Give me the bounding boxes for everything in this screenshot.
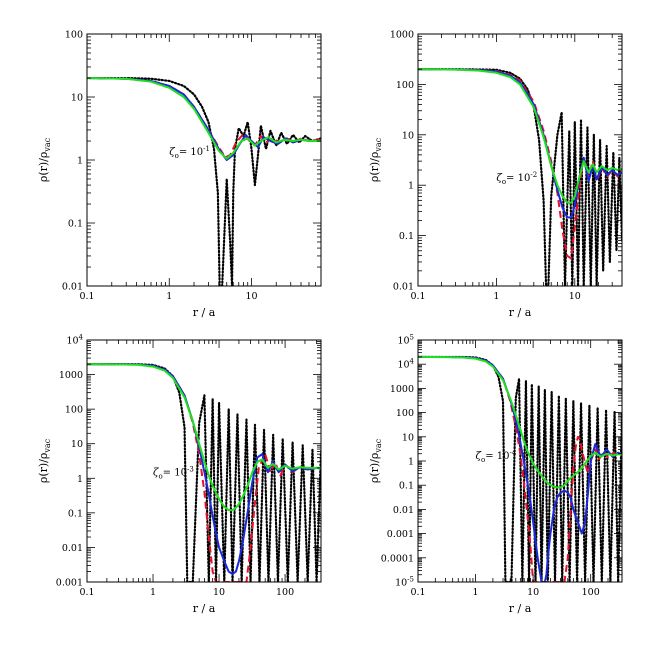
y-tick-label: 1 bbox=[408, 457, 414, 468]
x-tick-label: 0.1 bbox=[79, 291, 94, 302]
series-line-green-solid bbox=[87, 77, 321, 160]
x-tick-label: 10 bbox=[245, 291, 257, 302]
series-line-dotted-black bbox=[87, 363, 321, 582]
y-tick-label: 1 bbox=[77, 474, 83, 485]
y-tick-label: 0.1 bbox=[68, 219, 83, 230]
x-tick-label: 100 bbox=[582, 587, 600, 598]
y-tick-label-pow: 104 bbox=[397, 358, 414, 371]
x-tick-label: 1 bbox=[493, 291, 499, 302]
tick-marks bbox=[86, 339, 321, 583]
x-axis-title: r / a bbox=[193, 602, 216, 615]
series-group bbox=[87, 76, 321, 286]
x-tick-label: 1 bbox=[150, 587, 156, 598]
y-tick-label: 0.1 bbox=[399, 481, 414, 492]
y-tick-label: 10 bbox=[402, 130, 414, 141]
series-line-green-solid bbox=[418, 355, 622, 489]
zeta-annotation: ζo= 10-3 bbox=[153, 466, 194, 481]
series-group bbox=[87, 363, 321, 582]
y-tick-label: 0.001 bbox=[56, 578, 83, 589]
y-tick-label: 0.01 bbox=[62, 282, 83, 293]
y-tick-label: 1000 bbox=[390, 30, 414, 41]
panel-bottom-right: 0.1 1 10 100 0.0001 0.001 0.01 0.1 1 10 100 1000 10-… bbox=[368, 334, 623, 615]
y-axis-title: ρ(r)/ρvac bbox=[368, 137, 383, 182]
y-tick-label: 0.1 bbox=[399, 231, 414, 242]
tick-marks bbox=[417, 33, 623, 287]
tick-marks bbox=[86, 33, 322, 287]
y-tick-label: 1000 bbox=[390, 384, 414, 395]
y-tick-label: 1000 bbox=[59, 370, 83, 381]
tick-marks bbox=[417, 339, 622, 583]
y-axis-title: ρ(r)/ρvac bbox=[368, 438, 383, 483]
y-tick-label: 100 bbox=[396, 80, 414, 91]
x-tick-label: 0.1 bbox=[410, 587, 425, 598]
x-tick-label: 100 bbox=[276, 587, 294, 598]
x-axis-title: r / a bbox=[509, 306, 532, 319]
series-line-blue-solid bbox=[418, 68, 622, 219]
y-axis-title: ρ(r)/ρvac bbox=[37, 137, 52, 182]
x-axis-title: r / a bbox=[509, 602, 532, 615]
series-line-dotted-black bbox=[418, 68, 622, 286]
x-tick-label: 10 bbox=[527, 587, 539, 598]
y-tick-label: 10 bbox=[402, 432, 414, 443]
y-tick-label-pow: 105 bbox=[397, 334, 414, 347]
zeta-annotation: ζo= 10-4 bbox=[476, 449, 517, 464]
x-tick-label: 1 bbox=[166, 291, 172, 302]
y-tick-label: 1 bbox=[408, 181, 414, 192]
series-group bbox=[418, 355, 622, 582]
y-tick-label: 10 bbox=[71, 439, 83, 450]
y-tick-label: 0.1 bbox=[68, 508, 83, 519]
zeta-annotation: ζo= 10-2 bbox=[496, 171, 537, 186]
x-tick-label: 10 bbox=[569, 291, 581, 302]
y-tick-label: 100 bbox=[65, 30, 83, 41]
y-tick-label: 0.01 bbox=[62, 543, 83, 554]
series-line-dotted-black bbox=[418, 355, 622, 582]
y-tick-label-pow: 104 bbox=[66, 334, 83, 347]
y-tick-label: 100 bbox=[65, 405, 83, 416]
y-axis-title: ρ(r)/ρvac bbox=[37, 438, 52, 483]
y-tick-label: 0.01 bbox=[393, 282, 414, 293]
series-line-green-solid bbox=[418, 68, 622, 204]
y-tick-label: 10 bbox=[71, 93, 83, 104]
y-tick-label: 0.0001 bbox=[381, 553, 414, 564]
x-tick-label: 1 bbox=[473, 587, 479, 598]
x-tick-label: 0.1 bbox=[79, 587, 94, 598]
y-tick-label: 0.001 bbox=[387, 529, 414, 540]
zeta-annotation: ζo= 10-1 bbox=[169, 145, 210, 160]
panel-bottom-left: 0.1 1 10 100 0.001 0.01 0.1 1 10 100 1000 104 r / a ρ… bbox=[37, 334, 322, 615]
y-tick-label-pow: 10-5 bbox=[395, 576, 414, 589]
x-tick-label: 10 bbox=[213, 587, 225, 598]
series-line-green-solid bbox=[87, 363, 321, 512]
y-tick-label: 1 bbox=[77, 156, 83, 167]
x-tick-label: 0.1 bbox=[410, 291, 425, 302]
x-axis-title: r / a bbox=[193, 306, 216, 319]
series-group bbox=[418, 68, 622, 286]
y-tick-label: 100 bbox=[396, 408, 414, 419]
y-tick-label: 0.01 bbox=[393, 505, 414, 516]
plot-frame bbox=[86, 339, 322, 583]
series-line-dotted-black bbox=[87, 76, 321, 286]
plot-frame bbox=[86, 33, 322, 287]
